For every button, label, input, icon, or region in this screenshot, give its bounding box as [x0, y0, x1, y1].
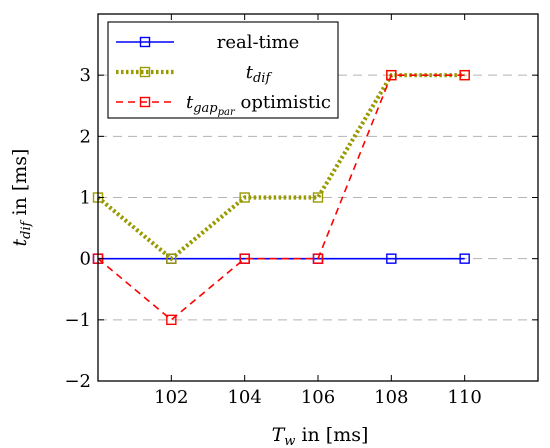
data-point-marker — [166, 314, 177, 326]
x-axis-label-main: T — [272, 424, 286, 446]
legend-label: tdif — [246, 62, 273, 86]
legend-label-main: real-time — [217, 32, 300, 53]
data-point-marker — [312, 192, 324, 203]
axis-labels: Tw in [ms]tdif in [ms] — [9, 149, 368, 448]
data-point-marker — [312, 253, 324, 264]
y-axis-label: tdif in [ms] — [9, 149, 34, 247]
x-tick-label: 106 — [301, 387, 335, 408]
legend-entry: real-time — [116, 32, 299, 53]
legend-label-sub: gap — [193, 101, 218, 116]
legend-marker — [139, 66, 151, 78]
y-tick-label: 2 — [80, 126, 91, 147]
y-tick-label: 0 — [80, 249, 91, 270]
legend-entry: tdif — [116, 62, 272, 86]
y-tick-label: −2 — [64, 371, 91, 392]
legend-label-sub: dif — [253, 71, 272, 86]
data-point-marker — [386, 253, 397, 264]
y-axis-label-main: t — [9, 238, 31, 246]
legend-label-subsub: par — [218, 107, 236, 118]
y-axis-label-rest: in [ms] — [9, 149, 31, 222]
y-tick-label: −1 — [64, 310, 91, 331]
x-axis-label-rest: in [ms] — [295, 424, 368, 446]
legend-marker — [139, 96, 151, 108]
legend-label: tgappar optimistic — [186, 92, 331, 118]
x-tick-label: 110 — [447, 387, 481, 408]
y-tick-label: 3 — [80, 65, 91, 86]
y-tick-label: 1 — [80, 188, 91, 209]
legend-label-main: t — [246, 62, 254, 83]
series-line — [97, 74, 465, 321]
legend-marker — [139, 36, 151, 48]
data-point-marker — [166, 253, 177, 264]
legend-label: real-time — [217, 32, 300, 53]
series-1 — [92, 253, 470, 264]
y-axis-label-sub: dif — [19, 219, 34, 238]
legend-label-rest: optimistic — [235, 92, 331, 113]
x-tick-label: 102 — [154, 387, 188, 408]
axis-ticks: 102 104 106 108 110 −2 −1 0 1 2 3 — [64, 14, 538, 408]
legend-entry: tgappar optimistic — [116, 92, 331, 118]
data-point-marker — [386, 69, 397, 81]
x-axis-label-sub: w — [284, 434, 295, 448]
data-point-marker — [239, 192, 250, 203]
data-point-marker — [459, 253, 470, 264]
x-tick-label: 108 — [374, 387, 408, 408]
x-tick-label: 104 — [227, 387, 261, 408]
data-point-marker — [459, 69, 470, 81]
x-axis-label: Tw in [ms] — [272, 424, 369, 448]
data-point-marker — [239, 253, 250, 264]
legend-label-main: t — [186, 92, 194, 113]
